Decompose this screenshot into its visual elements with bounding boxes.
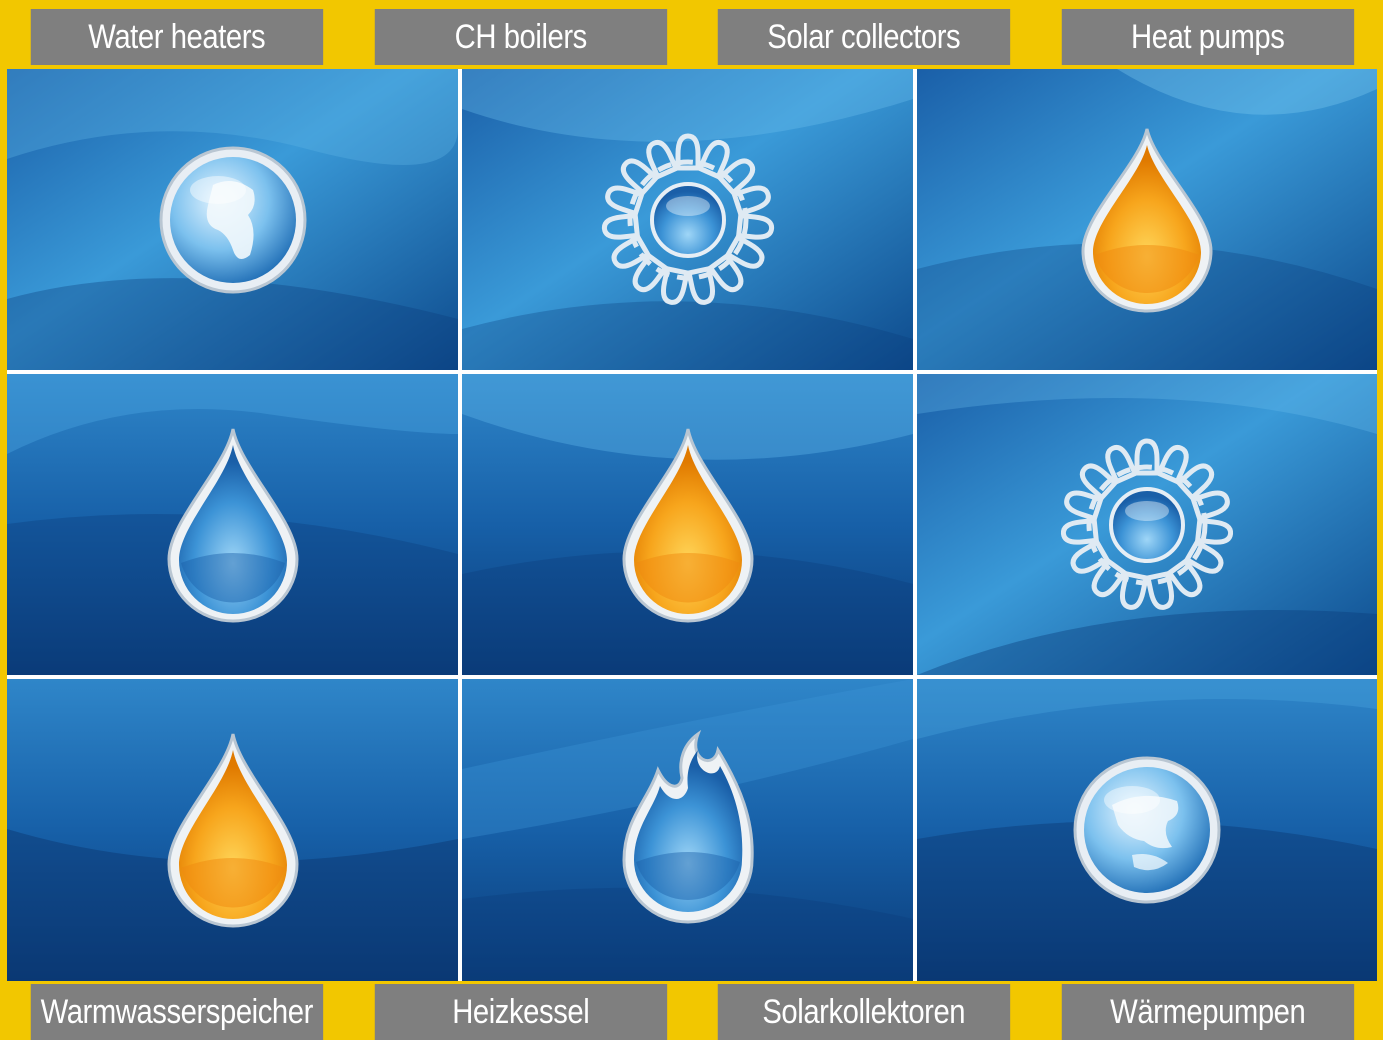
nav-heat-pumps[interactable]: Heat pumps <box>1061 9 1354 65</box>
tile-2[interactable] <box>462 69 913 370</box>
water-background <box>462 679 913 981</box>
nav-solarkollektoren[interactable]: Solarkollektoren <box>717 984 1010 1040</box>
tile-7[interactable] <box>7 679 458 981</box>
water-background <box>7 374 458 675</box>
tile-grid <box>7 69 1377 981</box>
flame-icon <box>621 730 754 924</box>
tile-6[interactable] <box>917 374 1377 675</box>
sun-icon <box>598 132 778 310</box>
nav-waermepumpen[interactable]: Wärmepumpen <box>1061 984 1354 1040</box>
orange-drop-icon <box>166 733 299 928</box>
water-background <box>7 69 458 370</box>
orange-drop-icon <box>1081 128 1213 312</box>
globe-icon <box>159 146 306 293</box>
tile-9[interactable] <box>917 679 1377 981</box>
nav-ch-boilers[interactable]: CH boilers <box>374 9 667 65</box>
globe-icon <box>1073 756 1221 904</box>
tile-5[interactable] <box>462 374 913 675</box>
nav-heizkessel[interactable]: Heizkessel <box>374 984 667 1040</box>
nav-warmwasserspeicher[interactable]: Warmwasserspeicher <box>30 984 323 1040</box>
orange-drop-icon <box>621 428 754 622</box>
nav-water-heaters[interactable]: Water heaters <box>30 9 323 65</box>
tile-3[interactable] <box>917 69 1377 370</box>
sun-icon <box>1060 437 1234 610</box>
top-nav-bar: Water heaters CH boilers Solar collector… <box>7 9 1377 65</box>
bottom-nav-bar: Warmwasserspeicher Heizkessel Solarkolle… <box>7 984 1377 1040</box>
blue-drop-icon <box>166 428 299 622</box>
nav-solar-collectors[interactable]: Solar collectors <box>717 9 1010 65</box>
tile-8[interactable] <box>462 679 913 981</box>
tile-4[interactable] <box>7 374 458 675</box>
tile-1[interactable] <box>7 69 458 370</box>
